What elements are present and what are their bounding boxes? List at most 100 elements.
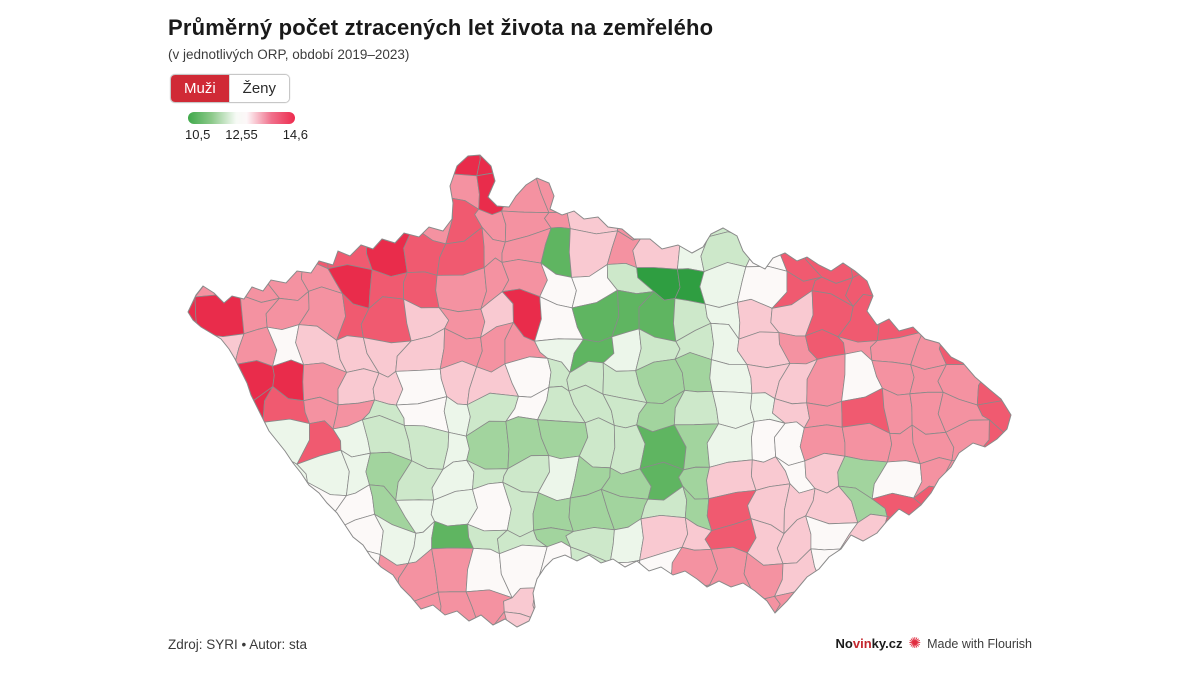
map-region[interactable]: [262, 478, 308, 533]
map-region[interactable]: [203, 227, 239, 274]
map-region[interactable]: [975, 318, 1023, 378]
map-region[interactable]: [668, 206, 712, 240]
map-region[interactable]: [309, 545, 349, 588]
map-region[interactable]: [239, 487, 277, 528]
map-region[interactable]: [781, 144, 815, 180]
map-region[interactable]: [194, 260, 241, 298]
map-region[interactable]: [537, 615, 582, 655]
map-region[interactable]: [983, 167, 1028, 215]
map-region[interactable]: [701, 175, 756, 208]
map-region[interactable]: [875, 139, 921, 181]
map-region[interactable]: [159, 481, 201, 535]
map-region[interactable]: [263, 197, 309, 241]
map-region[interactable]: [329, 169, 377, 209]
map-region[interactable]: [776, 175, 814, 213]
map-region[interactable]: [603, 173, 641, 203]
map-region[interactable]: [574, 611, 613, 654]
map-region[interactable]: [165, 356, 217, 393]
map-region[interactable]: [433, 140, 481, 177]
map-region[interactable]: [948, 547, 989, 589]
map-region[interactable]: [193, 526, 246, 561]
map-region[interactable]: [225, 227, 271, 274]
map-region[interactable]: [709, 359, 753, 394]
map-region[interactable]: [975, 293, 1017, 325]
map-region[interactable]: [241, 456, 274, 490]
map-region[interactable]: [363, 206, 415, 238]
map-region[interactable]: [678, 614, 718, 649]
map-region[interactable]: [908, 162, 942, 210]
map-region[interactable]: [275, 523, 311, 563]
map-region[interactable]: [877, 580, 921, 621]
map-region[interactable]: [802, 579, 847, 623]
map-region[interactable]: [872, 201, 919, 239]
map-region[interactable]: [301, 226, 339, 270]
attribution-link[interactable]: Novinky.cz ✺ Made with Flourish: [836, 636, 1032, 651]
map-region[interactable]: [231, 549, 281, 589]
map-region[interactable]: [377, 614, 414, 655]
map-region[interactable]: [842, 588, 890, 623]
map-region[interactable]: [380, 591, 414, 623]
map-region[interactable]: [566, 198, 618, 235]
map-region[interactable]: [298, 528, 350, 556]
map-region[interactable]: [916, 550, 960, 594]
map-region[interactable]: [987, 580, 1017, 626]
map-region[interactable]: [206, 357, 241, 404]
map-region[interactable]: [337, 203, 373, 239]
map-region[interactable]: [839, 548, 880, 596]
map-region[interactable]: [798, 205, 852, 246]
map-region[interactable]: [806, 173, 859, 214]
map-region[interactable]: [198, 580, 238, 620]
map-region[interactable]: [206, 385, 245, 434]
map-region[interactable]: [303, 578, 350, 629]
map-region[interactable]: [703, 584, 759, 616]
map-region[interactable]: [431, 520, 475, 550]
map-region[interactable]: [872, 228, 919, 278]
map-region[interactable]: [770, 613, 819, 647]
map-region[interactable]: [955, 527, 994, 564]
map-region[interactable]: [875, 551, 921, 590]
map-region[interactable]: [162, 332, 212, 361]
map-region[interactable]: [670, 578, 711, 627]
map-region[interactable]: [810, 548, 849, 596]
map-region[interactable]: [260, 161, 307, 210]
map-region[interactable]: [532, 145, 582, 172]
map-region[interactable]: [194, 294, 245, 338]
map-region[interactable]: [395, 163, 450, 213]
map-region[interactable]: [170, 173, 202, 213]
map-region[interactable]: [841, 139, 879, 181]
map-region[interactable]: [750, 175, 786, 213]
map-region[interactable]: [294, 207, 345, 236]
map-region[interactable]: [239, 519, 281, 563]
map-region[interactable]: [806, 142, 859, 182]
map-region[interactable]: [206, 549, 246, 589]
map-region[interactable]: [395, 141, 451, 182]
map-region[interactable]: [748, 610, 775, 658]
map-region[interactable]: [940, 208, 990, 241]
map-region[interactable]: [945, 487, 994, 535]
map-region[interactable]: [339, 585, 385, 628]
map-region[interactable]: [476, 135, 512, 177]
map-region[interactable]: [911, 135, 951, 182]
map-region[interactable]: [981, 520, 1024, 551]
map-region[interactable]: [877, 163, 921, 208]
map-region[interactable]: [641, 615, 684, 657]
map-region[interactable]: [973, 267, 1020, 300]
map-region[interactable]: [670, 546, 719, 589]
map-region[interactable]: [532, 587, 583, 621]
map-region[interactable]: [915, 232, 946, 278]
map-region[interactable]: [920, 301, 955, 334]
map-region[interactable]: [635, 161, 686, 212]
map-region[interactable]: [745, 201, 781, 238]
map-region[interactable]: [190, 455, 251, 498]
map-region[interactable]: [803, 400, 843, 429]
map-region[interactable]: [973, 450, 1017, 502]
map-region[interactable]: [226, 165, 268, 213]
map-region[interactable]: [981, 542, 1021, 591]
map-region[interactable]: [192, 174, 235, 213]
map-region[interactable]: [274, 545, 313, 592]
map-region[interactable]: [331, 615, 388, 661]
map-region[interactable]: [172, 193, 209, 237]
map-region[interactable]: [266, 229, 309, 265]
map-region[interactable]: [703, 607, 758, 658]
